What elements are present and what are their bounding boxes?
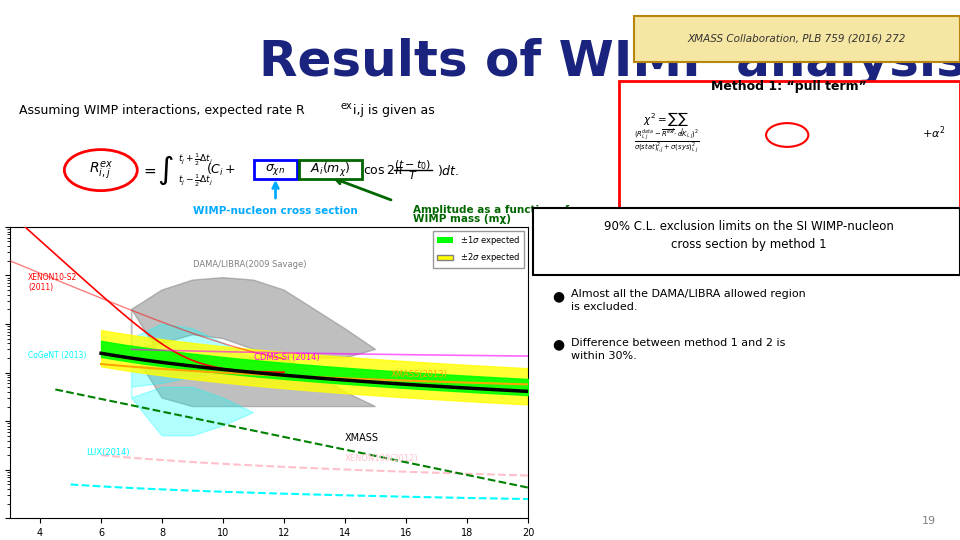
Text: $\cdot$: $\cdot$ [293,163,299,178]
Polygon shape [132,324,253,436]
Text: DAMA/LIBRA(2009 Savage): DAMA/LIBRA(2009 Savage) [193,260,306,269]
Text: Difference between method 1 and 2 is
within 30%.: Difference between method 1 and 2 is wit… [571,338,785,361]
Text: WIMP-nucleon cross section: WIMP-nucleon cross section [193,206,358,217]
Text: 19: 19 [922,516,936,526]
Text: ex: ex [341,102,352,111]
Text: 90% C.L. exclusion limits on the SI WIMP-nucleon
cross section by method 1: 90% C.L. exclusion limits on the SI WIMP… [604,220,894,252]
Text: $+ \alpha^2$: $+ \alpha^2$ [922,124,945,140]
Text: $A_i(m_\chi)$: $A_i(m_\chi)$ [310,160,350,179]
Text: $t_j+\frac{1}{2}\Delta t_j$: $t_j+\frac{1}{2}\Delta t_j$ [178,151,213,167]
XMASS [95,350,107,356]
FancyBboxPatch shape [254,160,297,179]
Text: $t_j-\frac{1}{2}\Delta t_j$: $t_j-\frac{1}{2}\Delta t_j$ [178,173,213,189]
Text: XMASS: XMASS [345,433,379,443]
XMASS [195,364,206,370]
Text: $=$: $=$ [141,163,156,178]
Legend: $\pm 1\sigma$ expected, $\pm 2\sigma$ expected: $\pm 1\sigma$ expected, $\pm 2\sigma$ ex… [433,231,524,268]
Text: $\sigma_{\chi n}$: $\sigma_{\chi n}$ [266,162,285,177]
XMASS [178,362,189,368]
Text: $\int$: $\int$ [156,153,174,187]
Text: XMASS Collaboration, PLB 759 (2016) 272: XMASS Collaboration, PLB 759 (2016) 272 [687,34,906,44]
FancyBboxPatch shape [533,208,960,275]
FancyBboxPatch shape [634,16,960,62]
Text: Amplitude as a function of: Amplitude as a function of [413,205,569,215]
Text: Results of WIMP analysis: Results of WIMP analysis [259,38,960,86]
XMASS [522,388,534,395]
XMASS [349,377,361,384]
Text: CDMS-Si (2014): CDMS-Si (2014) [253,353,319,362]
Text: Method 1: “pull term”: Method 1: “pull term” [711,80,867,93]
Text: XMASS(2013): XMASS(2013) [391,370,447,379]
Text: XENON10-S2
(2011): XENON10-S2 (2011) [28,273,77,292]
Text: LUX(2014): LUX(2014) [85,448,130,457]
Line: XMASS: XMASS [101,353,528,392]
XMASS [501,387,513,394]
Text: Assuming WIMP interactions, expected rate R: Assuming WIMP interactions, expected rat… [19,104,305,117]
Text: CoGeNT (2013): CoGeNT (2013) [28,351,86,360]
Text: $\chi^2 = \sum_i\sum_j$: $\chi^2 = \sum_i\sum_j$ [643,111,689,137]
Polygon shape [132,278,375,407]
Text: $(t - t_0)$: $(t - t_0)$ [395,158,431,172]
FancyBboxPatch shape [299,160,362,179]
FancyBboxPatch shape [619,81,960,211]
Text: $\cos 2\pi$: $\cos 2\pi$ [363,164,403,177]
Text: $\frac{(R^{data}_{i,j} - \overline{R^{ex}} \cdot \alpha K_{i,j})^2}{\sigma(stat): $\frac{(R^{data}_{i,j} - \overline{R^{ex… [634,127,699,156]
XMASS [488,386,499,393]
Text: $R^{ex}_{i,j}$: $R^{ex}_{i,j}$ [88,159,113,181]
Text: $)dt.$: $)dt.$ [437,163,459,178]
Text: $T$: $T$ [408,169,418,181]
Text: ●: ● [552,338,564,352]
Text: WIMP mass (mχ): WIMP mass (mχ) [413,214,511,225]
Text: Almost all the DAMA/LIBRA allowed region
is excluded.: Almost all the DAMA/LIBRA allowed region… [571,289,806,312]
Text: XENON100(2012): XENON100(2012) [345,454,419,463]
Text: $(C_i +$: $(C_i +$ [206,162,236,178]
Text: ●: ● [552,289,564,303]
Text: i,j is given as: i,j is given as [353,104,435,117]
XMASS [315,375,326,381]
